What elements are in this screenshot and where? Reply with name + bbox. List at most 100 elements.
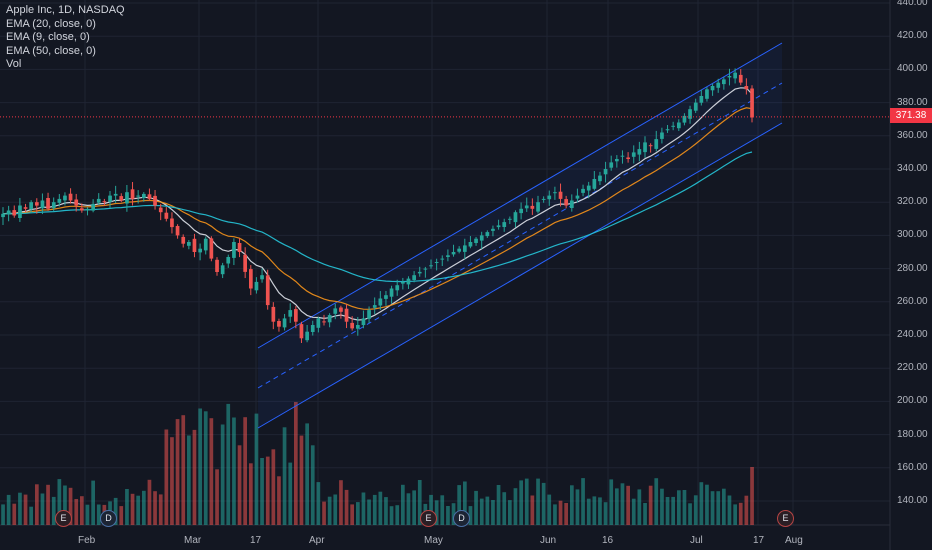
volume-bar xyxy=(586,498,591,525)
candle-body xyxy=(693,102,698,111)
volume-bar xyxy=(626,485,630,525)
candle-body xyxy=(603,169,608,175)
candle-body xyxy=(553,192,557,194)
volume-bar xyxy=(744,495,749,525)
volume-bar xyxy=(164,429,169,525)
candle-body xyxy=(660,132,664,139)
candle-body xyxy=(570,200,574,208)
candle-body xyxy=(530,205,535,209)
ema9-label[interactable]: EMA (9, close, 0) xyxy=(6,31,90,43)
volume-bar xyxy=(395,505,400,525)
earnings-event-icon[interactable]: E xyxy=(777,510,794,527)
candle-body xyxy=(688,109,692,119)
volume-bar xyxy=(170,437,174,525)
volume-bar xyxy=(598,497,602,525)
price-tick-label: 440.00 xyxy=(897,0,928,8)
volume-bar xyxy=(491,500,495,525)
dividend-event-icon[interactable]: D xyxy=(100,510,117,527)
candle-body xyxy=(586,185,591,191)
candle-body xyxy=(367,310,371,319)
candle-body xyxy=(474,238,478,243)
volume-bar xyxy=(536,478,540,525)
candle-body xyxy=(491,228,495,231)
candle-body xyxy=(96,198,101,203)
candle-body xyxy=(485,232,490,237)
volume-bar xyxy=(429,494,433,525)
candle-body xyxy=(80,208,84,211)
volume-bar xyxy=(74,499,79,525)
price-tick-label: 260.00 xyxy=(897,296,928,307)
ema20-label[interactable]: EMA (20, close, 0) xyxy=(6,17,96,30)
time-tick-label: Aug xyxy=(785,535,803,546)
time-tick-label: 16 xyxy=(602,535,614,546)
volume-bar xyxy=(361,492,366,525)
candle-body xyxy=(232,242,236,258)
earnings-event-icon[interactable]: E xyxy=(420,510,437,527)
candle-body xyxy=(564,199,568,206)
candle-body xyxy=(372,305,377,308)
candle-body xyxy=(23,207,28,209)
candle-body xyxy=(558,191,563,199)
candle-body xyxy=(637,149,642,155)
volume-bar xyxy=(389,506,394,525)
candle-body xyxy=(6,210,11,214)
time-tick-label: 17 xyxy=(753,535,765,546)
candle-body xyxy=(170,218,174,228)
symbol-title[interactable]: Apple Inc, 1D, NASDAQ xyxy=(6,4,125,16)
volume-bar xyxy=(705,484,709,525)
candle-body xyxy=(40,200,45,209)
volume-bar xyxy=(40,493,45,525)
volume-bar xyxy=(643,503,647,525)
volume-bar xyxy=(648,485,653,525)
price-tick-label: 400.00 xyxy=(897,63,928,74)
candle-body xyxy=(699,96,704,103)
volume-bar xyxy=(277,476,281,525)
volume-bar xyxy=(541,482,546,525)
candle-body xyxy=(519,208,523,214)
candle-body xyxy=(305,331,309,341)
volume-bar xyxy=(68,487,73,525)
candle-body xyxy=(282,318,287,328)
candle-body xyxy=(643,142,647,153)
volume-bar xyxy=(23,494,28,525)
candle-body xyxy=(147,194,152,199)
candle-body xyxy=(631,152,636,157)
candle-body xyxy=(164,212,169,219)
volume-bar xyxy=(716,491,721,525)
candle-body xyxy=(434,262,439,263)
candle-body xyxy=(592,179,597,189)
volume-bar xyxy=(153,491,157,525)
volume-bar xyxy=(682,490,687,525)
volume-bar xyxy=(113,497,118,525)
earnings-event-icon[interactable]: E xyxy=(55,510,72,527)
candle-body xyxy=(243,254,247,272)
volume-bar xyxy=(502,492,507,525)
volume-bar xyxy=(524,478,529,525)
volume-bar xyxy=(254,413,259,525)
volume-bar xyxy=(609,479,614,525)
candle-body xyxy=(733,72,737,79)
candle-body xyxy=(57,198,62,203)
volume-bar xyxy=(710,491,715,525)
price-tick-label: 160.00 xyxy=(897,462,928,473)
candle-body xyxy=(547,195,552,200)
candle-body xyxy=(142,193,146,199)
price-tick-label: 320.00 xyxy=(897,196,928,207)
volume-bar xyxy=(12,503,17,525)
volume-bar xyxy=(147,479,152,525)
candle-body xyxy=(203,238,208,251)
volume-label[interactable]: Vol xyxy=(6,58,22,70)
candle-body xyxy=(237,243,242,252)
candle-body xyxy=(288,310,293,317)
dividend-event-icon[interactable]: D xyxy=(453,510,470,527)
ema50-label[interactable]: EMA (50, close, 0) xyxy=(6,44,96,57)
volume-bar xyxy=(310,445,315,525)
candle-body xyxy=(750,88,754,118)
candle-body xyxy=(339,307,343,312)
candle-body xyxy=(29,202,33,210)
volume-bar xyxy=(316,482,321,525)
volume-bar xyxy=(356,502,360,525)
candle-body xyxy=(181,236,186,244)
